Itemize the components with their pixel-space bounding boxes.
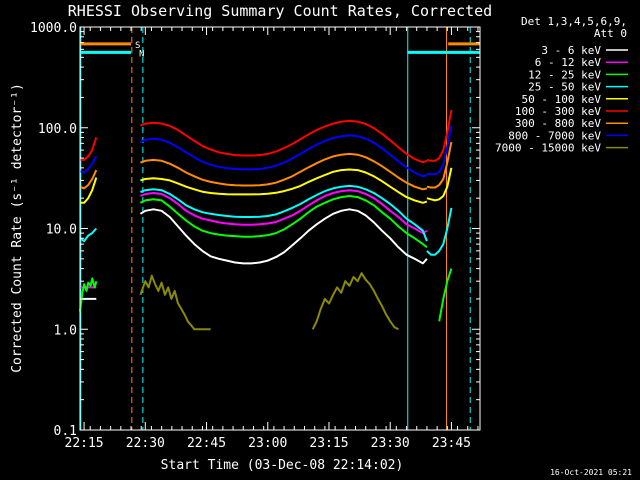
x-tick-label-3: 23:00 bbox=[248, 436, 287, 451]
series-4-segment-1 bbox=[140, 168, 428, 204]
series-8-segment-0 bbox=[139, 274, 211, 331]
legend-header-0: Det 1,3,4,5,6,9, bbox=[521, 15, 627, 28]
flag-label-S: S bbox=[135, 41, 140, 51]
x-tick-label-6: 23:45 bbox=[432, 436, 471, 451]
flag-label-N: N bbox=[139, 49, 144, 59]
series-7-segment-0 bbox=[79, 155, 98, 174]
legend-label-5: 100 - 300 keV bbox=[515, 105, 601, 118]
legend-label-3: 25 - 50 keV bbox=[528, 81, 601, 94]
x-tick-label-4: 23:15 bbox=[309, 436, 348, 451]
series-7-segment-1 bbox=[139, 134, 428, 178]
series-8-segment-1 bbox=[311, 272, 399, 331]
series-3-segment-1 bbox=[140, 184, 428, 242]
series-4-segment-0 bbox=[80, 177, 98, 204]
x-tick-label-2: 22:45 bbox=[187, 436, 226, 451]
series-lines bbox=[79, 109, 453, 331]
y-tick-label-1: 1.0 bbox=[54, 323, 77, 338]
series-2-segment-1 bbox=[139, 195, 428, 249]
series-7-segment-2 bbox=[426, 125, 453, 176]
legend-label-2: 12 - 25 keV bbox=[528, 68, 601, 81]
x-tick-label-1: 22:30 bbox=[126, 436, 165, 451]
series-6-segment-2 bbox=[426, 141, 453, 189]
legend-label-4: 50 - 100 keV bbox=[522, 93, 602, 106]
legend-header-1: Att 0 bbox=[594, 27, 627, 40]
series-2-segment-0 bbox=[79, 277, 98, 312]
legend-label-8: 7000 - 15000 keV bbox=[495, 142, 601, 155]
vertical-markers bbox=[80, 27, 471, 430]
y-tick-label-3: 100.0 bbox=[38, 122, 77, 137]
y-axis-label: Corrected Count Rate (s⁻¹ detector⁻¹) bbox=[10, 83, 25, 373]
flag-bars: SN bbox=[80, 41, 480, 59]
series-5-segment-0 bbox=[80, 137, 98, 161]
series-0-segment-1 bbox=[139, 208, 428, 265]
series-6-segment-1 bbox=[140, 152, 428, 191]
series-4-segment-2 bbox=[426, 167, 453, 202]
series-3-segment-0 bbox=[79, 227, 98, 243]
y-tick-label-0: 0.1 bbox=[54, 424, 77, 439]
legend-label-6: 300 - 800 keV bbox=[515, 117, 601, 130]
legend-label-0: 3 - 6 keV bbox=[541, 44, 601, 57]
series-1-segment-1 bbox=[140, 189, 428, 235]
series-5-segment-1 bbox=[140, 119, 428, 164]
series-3-segment-2 bbox=[426, 207, 453, 256]
footer-timestamp: 16-Oct-2021 05:21 bbox=[550, 468, 632, 477]
legend-label-7: 800 - 7000 keV bbox=[508, 129, 601, 142]
y-tick-label-4: 1000.0 bbox=[30, 21, 77, 36]
series-5-segment-2 bbox=[426, 109, 453, 162]
x-axis-label: Start Time (03-Dec-08 22:14:02) bbox=[161, 458, 404, 473]
axes: 0.1 1.0 10.0 100.0 1000.0 22:15 22:30 22:45 23:0… bbox=[30, 21, 481, 451]
series-6-segment-0 bbox=[79, 169, 98, 190]
series-2-segment-2 bbox=[438, 268, 453, 322]
x-tick-label-5: 23:30 bbox=[371, 436, 410, 451]
legend-label-1: 6 - 12 keV bbox=[535, 56, 602, 69]
chart-title: RHESSI Observing Summary Count Rates, Co… bbox=[68, 2, 492, 20]
y-tick-label-2: 10.0 bbox=[46, 223, 77, 238]
x-tick-label-0: 22:15 bbox=[65, 436, 104, 451]
